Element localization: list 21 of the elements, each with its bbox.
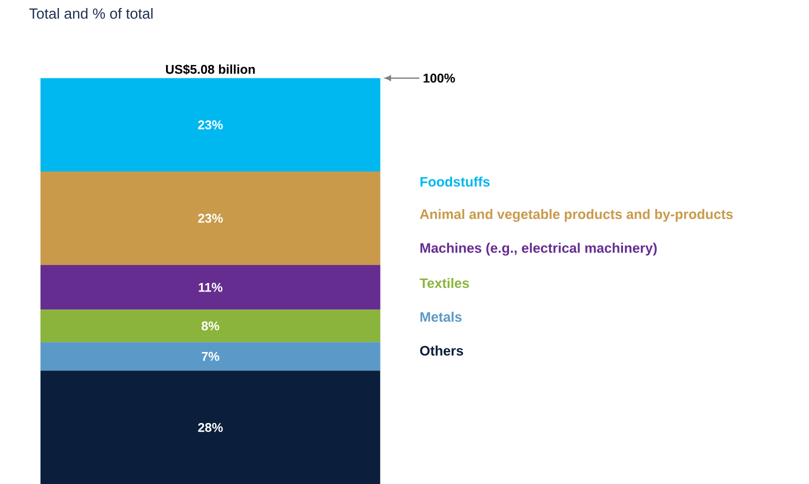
bar xyxy=(40,310,380,342)
data-label: 23% xyxy=(198,214,223,223)
text: 100% xyxy=(424,73,455,82)
text: Metals xyxy=(420,312,462,322)
text: Textiles xyxy=(420,278,469,288)
total-label: US$5.08 billion xyxy=(166,64,255,75)
bar xyxy=(40,171,380,265)
bar xyxy=(40,342,380,370)
text: Others xyxy=(420,345,464,356)
text: Animal and vegetable products and by-products xyxy=(420,208,733,222)
data-label: 23% xyxy=(198,120,223,130)
chart-title: Total and % of total xyxy=(29,8,153,19)
data-label: 7% xyxy=(202,352,220,361)
data-label: 8% xyxy=(202,321,220,330)
data-label: 11% xyxy=(198,282,222,292)
bar xyxy=(40,264,380,310)
data-label: 28% xyxy=(198,422,223,432)
text: Foodstuffs xyxy=(420,176,490,186)
text: Machines (e.g., electrical machinery) xyxy=(420,242,657,256)
bar xyxy=(40,370,380,484)
bar xyxy=(40,78,380,172)
